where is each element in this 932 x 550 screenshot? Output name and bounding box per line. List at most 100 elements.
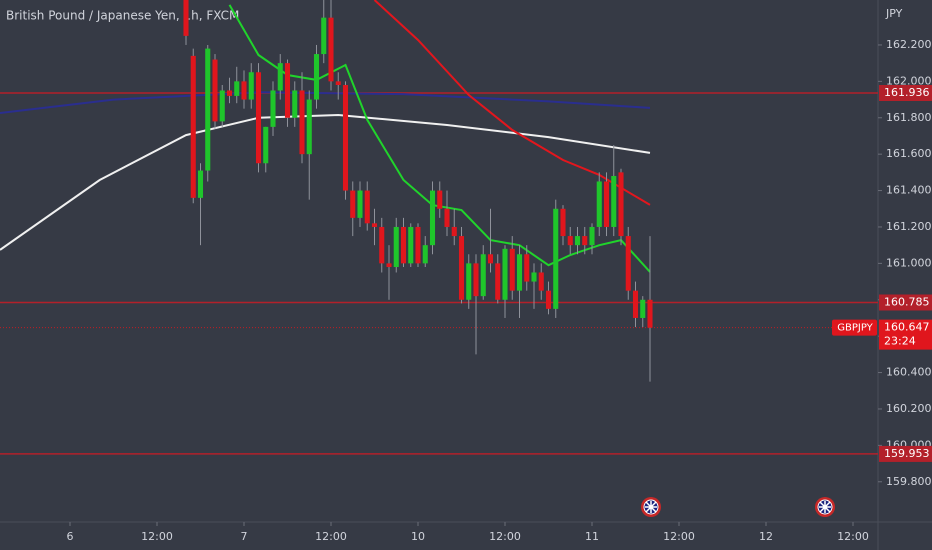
moving-average [0, 91, 651, 114]
x-tick-label: 12:00 [663, 530, 695, 543]
candle-body [516, 254, 523, 291]
candle-body [226, 90, 233, 96]
y-tick-label: 159.800 [886, 475, 932, 488]
candle-body [335, 81, 341, 85]
plot-area [0, 0, 878, 455]
x-tick-label: 12:00 [141, 530, 173, 543]
y-tick-label: 161.000 [886, 256, 932, 269]
candle-body [263, 126, 269, 164]
candle-body [357, 190, 363, 218]
x-tick-label: 12 [759, 530, 773, 543]
candle-body [212, 59, 218, 122]
candle-body [219, 90, 225, 122]
candle-body [524, 254, 530, 282]
candle-body [255, 72, 262, 164]
x-tick-label: 7 [240, 530, 247, 543]
candle-body [596, 181, 602, 227]
candle-body [502, 248, 508, 300]
candle-body [574, 236, 581, 246]
candle-body [560, 208, 566, 237]
candle-body [299, 90, 305, 155]
candle-body [393, 226, 399, 268]
candle-body [241, 81, 247, 100]
candle-body [451, 226, 457, 237]
candle-body [379, 226, 385, 264]
candle-body [647, 299, 653, 328]
y-tick-label: 162.000 [886, 74, 932, 87]
y-axis-label: JPY [885, 7, 903, 20]
y-tick-label: 161.600 [886, 147, 932, 160]
candle-body [205, 48, 211, 171]
candle-body [306, 99, 312, 155]
candle-body [618, 172, 624, 237]
event-icon[interactable] [815, 497, 835, 517]
x-tick-label: 12:00 [837, 530, 869, 543]
candle-body [466, 263, 472, 300]
candle-body [480, 254, 486, 297]
candle-body [640, 299, 646, 318]
candle-body [386, 263, 392, 268]
candle-body [292, 90, 298, 118]
x-tick-label: 12:00 [489, 530, 521, 543]
candle-body [582, 236, 588, 246]
y-tick-label: 162.200 [886, 38, 932, 51]
candle-body [611, 176, 617, 227]
candle-body [313, 54, 320, 100]
x-tick-label: 11 [585, 530, 599, 543]
x-tick-label: 6 [66, 530, 73, 543]
candle-body [545, 290, 552, 309]
price-label: 160.647 [884, 321, 930, 334]
candle-body [408, 226, 414, 264]
candle-body [270, 90, 276, 127]
level-badge [879, 294, 932, 311]
candle-body [487, 254, 494, 264]
candle-body [495, 263, 501, 300]
candle-body [473, 263, 479, 297]
candle-body [400, 226, 407, 264]
event-icon[interactable] [641, 497, 661, 517]
countdown-label: 23:24 [884, 335, 916, 348]
chart-title: British Pound / Japanese Yen, 1h, FXCM [6, 9, 239, 23]
symbol-badge [832, 319, 877, 336]
candle-body [444, 208, 450, 227]
candle-body [197, 170, 204, 198]
candle-body [284, 63, 291, 118]
candle-body [603, 181, 610, 227]
candle-body [538, 272, 544, 291]
candle-body [553, 208, 559, 309]
y-tick-label: 161.400 [886, 184, 932, 197]
candle-body [589, 226, 595, 246]
candle-body [531, 272, 537, 282]
x-tick-label: 10 [411, 530, 425, 543]
y-tick-label: 161.800 [886, 111, 932, 124]
candle-body [277, 63, 283, 91]
candle-body [625, 236, 631, 291]
candle-body [248, 72, 254, 100]
candle-body [321, 17, 327, 55]
candle-body [190, 55, 196, 198]
candle-body [371, 223, 378, 227]
candle-body [183, 0, 189, 36]
candle-body [328, 17, 334, 82]
candle-body [429, 190, 436, 246]
candle-body [437, 190, 443, 209]
y-tick-label: 160.200 [886, 402, 932, 415]
candle-body [415, 226, 421, 264]
candle-body [342, 84, 349, 191]
level-badge [879, 85, 932, 102]
symbol-label: GBPJPY [837, 323, 873, 334]
candle-body [509, 248, 515, 291]
candle-body [234, 81, 240, 96]
level-label: 159.953 [884, 447, 930, 460]
candle-body [458, 236, 465, 300]
price-badge [879, 319, 932, 350]
level-badge [879, 445, 932, 462]
candle-body [350, 190, 356, 218]
level-label: 161.936 [884, 86, 930, 99]
x-tick-label: 12:00 [315, 530, 347, 543]
y-tick-label: 161.200 [886, 220, 932, 233]
level-label: 160.785 [884, 295, 930, 308]
candle-body [422, 245, 428, 264]
